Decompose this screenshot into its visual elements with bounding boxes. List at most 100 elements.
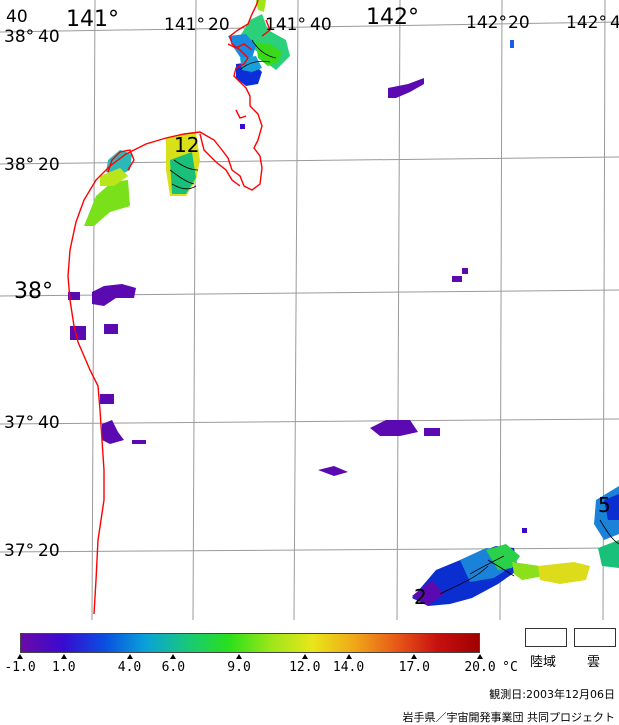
isotherms [169, 39, 619, 595]
lon-label-141-20-min: 20 [208, 15, 230, 35]
sst-patch [100, 394, 114, 404]
sst-patch [412, 580, 444, 606]
graticule [0, 0, 619, 620]
colorbar-tick-label: 1.0 [52, 660, 76, 675]
isotherm-labels: 12 5 2 [174, 133, 611, 609]
cloud-legend-swatch [574, 628, 616, 647]
isotherm-line [169, 169, 195, 185]
sst-patch [104, 324, 118, 334]
latitude-labels: 38° 40 38° 20 38° 37° 40 37° 20 [4, 27, 60, 561]
colorbar-tick-label: 9.0 [227, 660, 251, 675]
land-legend-swatch [525, 628, 567, 647]
lat-label-37-40: 37° [4, 413, 34, 433]
lat-line-37-20 [0, 547, 619, 553]
sst-patch [102, 420, 124, 444]
lat-line-38-40 [0, 21, 619, 33]
colorbar-tick-label: 6.0 [161, 660, 186, 675]
sst-patch [318, 466, 348, 476]
sst-patch [510, 40, 514, 48]
colorbar-tick-label: 20.0 [464, 660, 496, 675]
lat-label-38-40: 38° [4, 27, 34, 47]
colorbar-tick-label: 17.0 [398, 660, 430, 675]
colorbar-tick [236, 654, 243, 659]
lat-label-38-00: 38° [14, 279, 53, 304]
colorbar-tick [126, 654, 133, 659]
colorbar-tick [345, 654, 352, 659]
isotherm-line [173, 159, 199, 171]
lon-label-142-00: 142° [366, 5, 419, 30]
sst-patch [240, 56, 262, 72]
colorbar-tick [477, 654, 483, 659]
sst-patch [462, 268, 468, 274]
isotherm-line [239, 60, 271, 71]
colorbar-tick [411, 654, 418, 659]
isotherm-line [251, 39, 277, 59]
sst-map: 40 141° 141° 20 141° 40 142° 142° 20 142… [0, 0, 619, 620]
sst-patch [92, 284, 136, 306]
sst-patch [68, 292, 80, 300]
lon-label-142-20: 142° [466, 13, 507, 33]
isotherm-label: 2 [414, 585, 427, 609]
lat-label-38-20-min: 20 [38, 155, 60, 175]
isotherm-line [599, 519, 619, 545]
colorbar-tick-label: 12.0 [289, 660, 321, 675]
colorbar-tick-label: 4.0 [117, 660, 142, 675]
isotherm-line [469, 555, 505, 575]
isotherm-label: 5 [598, 493, 611, 517]
isotherm-line [171, 183, 197, 190]
sst-patch [424, 428, 440, 436]
corner-label: 40 [6, 7, 28, 27]
land-legend-label: 陸域 [530, 655, 557, 670]
coastline-islets [107, 109, 247, 173]
lat-label-38-20: 38° [4, 155, 34, 175]
sst-patch [106, 150, 132, 176]
lon-label-141-40-min: 40 [310, 15, 332, 35]
sst-patch [240, 124, 245, 129]
colorbar-tick [170, 654, 177, 659]
lat-label-37-40-min: 40 [38, 413, 60, 433]
colorbar-unit: °C [502, 660, 518, 675]
lat-line-37-40 [0, 418, 619, 425]
sst-patch [370, 420, 418, 436]
lat-label-37-20-min: 20 [38, 541, 60, 561]
sst-patch [522, 528, 527, 533]
sst-patch [538, 562, 590, 584]
lon-label-142-40: 142° [566, 13, 607, 33]
colorbar-tick-label: 14.0 [332, 660, 365, 675]
temperature-colorbar [20, 633, 480, 653]
isotherm-line [487, 559, 515, 577]
sst-patch [228, 34, 256, 60]
lon-label-141-40: 141° [265, 15, 306, 35]
coastline [67, 0, 271, 615]
sst-patch [256, 0, 266, 12]
sst-patch [388, 78, 424, 98]
lon-line-141-40 [293, 0, 299, 620]
lon-line-142-00 [396, 0, 401, 620]
coastline-inner [199, 133, 241, 187]
lon-label-141-00: 141° [66, 7, 119, 32]
lon-label-142-20-min: 20 [508, 13, 530, 33]
coastline-main [67, 0, 263, 615]
sst-patch [132, 440, 146, 444]
sst-patch [452, 276, 462, 282]
lon-line-141-00 [91, 0, 96, 620]
sst-patch [100, 168, 128, 186]
coastline-inlet [227, 19, 271, 51]
colorbar-tick [17, 654, 23, 659]
lat-label-38-40-min: 40 [38, 27, 60, 47]
sst-patch [598, 540, 619, 568]
sst-patches [68, 0, 619, 606]
sst-patch [512, 562, 544, 580]
sst-patch [256, 42, 282, 66]
lat-line-38-20 [0, 156, 619, 165]
lon-line-141-20 [192, 0, 197, 620]
colorbar-tick [60, 654, 67, 659]
cloud-legend-label: 雲 [587, 655, 601, 670]
lon-line-142-20 [499, 0, 503, 620]
sst-patch [170, 152, 196, 194]
observation-date: 観測日:2003年12月06日 [489, 688, 615, 701]
isotherm-line [439, 565, 489, 595]
isotherm-label: 12 [174, 133, 199, 157]
lon-label-141-20: 141° [164, 15, 205, 35]
sst-patch [70, 326, 86, 340]
